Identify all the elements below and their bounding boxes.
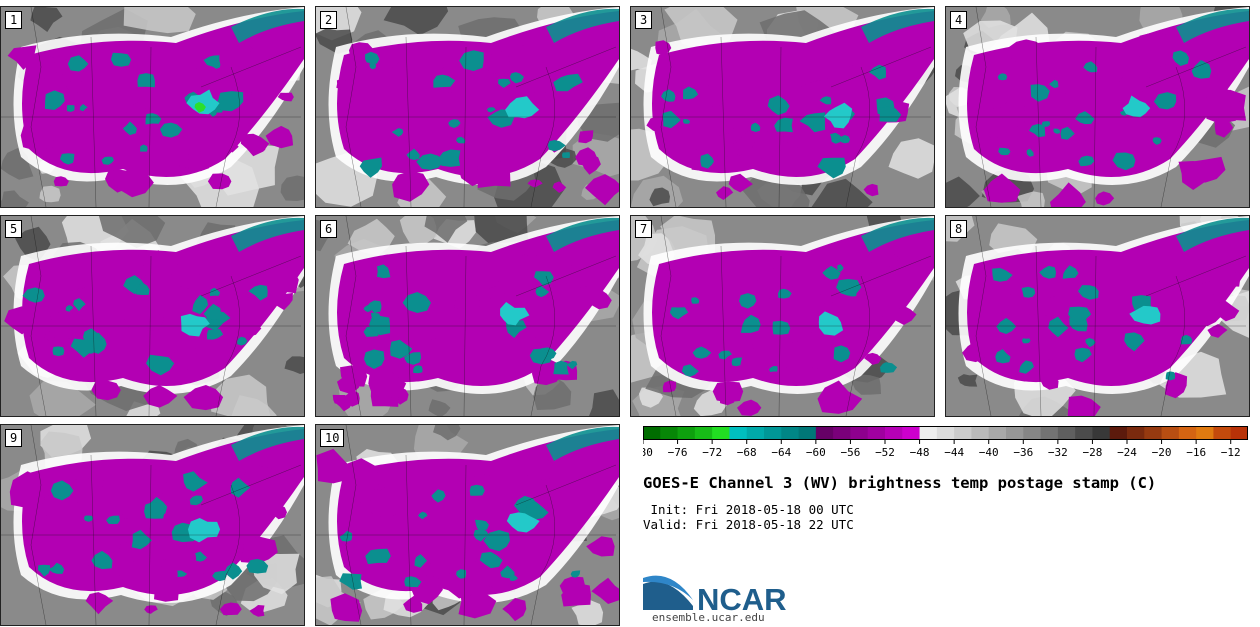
panel-number: 2 bbox=[320, 11, 338, 29]
colorbar-bin bbox=[1023, 426, 1042, 440]
colorbar: −80 −76 −72 −68 −64 −60 −56 −52 −48 −44 −40 −36 −32 −… bbox=[643, 426, 1248, 459]
figure-title: GOES-E Channel 3 (WV) brightness temp po… bbox=[643, 474, 1157, 492]
ensemble-member-panel[interactable]: 3 bbox=[630, 6, 935, 208]
panel-number: 8 bbox=[950, 220, 968, 238]
colorbar-bin bbox=[694, 426, 713, 440]
colorbar-bin bbox=[1040, 426, 1059, 440]
colorbar-tick-label: −20 bbox=[1152, 446, 1172, 459]
colorbar-tick-label: −12 bbox=[1221, 446, 1241, 459]
init-time: Init: Fri 2018-05-18 00 UTC bbox=[643, 502, 854, 517]
moisture-band bbox=[652, 220, 934, 386]
panel-number: 6 bbox=[320, 220, 338, 238]
colorbar-bin bbox=[936, 426, 955, 440]
colorbar-bin bbox=[971, 426, 990, 440]
colorbar-bin bbox=[988, 426, 1007, 440]
colorbar-bin bbox=[902, 426, 921, 440]
colorbar-tick-label: −40 bbox=[979, 446, 999, 459]
colorbar-bin bbox=[885, 426, 903, 440]
colorbar-tick-label: −52 bbox=[875, 446, 895, 459]
colorbar-bin bbox=[660, 426, 679, 440]
colorbar-bin bbox=[1213, 426, 1232, 440]
colorbar-bin bbox=[1127, 426, 1145, 440]
colorbar-bin bbox=[677, 426, 696, 440]
colorbar-bin bbox=[746, 426, 765, 440]
colorbar-bin bbox=[815, 426, 834, 440]
colorbar-tick-label: −32 bbox=[1048, 446, 1068, 459]
colorbar-tick-label: −68 bbox=[737, 446, 757, 459]
colorbar-tick-label: −72 bbox=[702, 446, 722, 459]
colorbar-bin bbox=[1006, 426, 1024, 440]
ensemble-member-panel[interactable]: 9 bbox=[0, 424, 305, 626]
panel-number: 7 bbox=[635, 220, 653, 238]
colorbar-bin bbox=[781, 426, 800, 440]
colorbar-bin bbox=[1178, 426, 1197, 440]
colorbar-bin bbox=[712, 426, 730, 440]
colorbar-bin bbox=[867, 426, 886, 440]
colorbar-tick-label: −28 bbox=[1082, 446, 1102, 459]
panel-number: 5 bbox=[5, 220, 23, 238]
ensemble-member-panel[interactable]: 2 bbox=[315, 6, 620, 208]
colorbar-bin bbox=[954, 426, 972, 440]
colorbar-bin bbox=[1161, 426, 1180, 440]
colorbar-tick-label: −64 bbox=[771, 446, 791, 459]
ensemble-member-panel[interactable]: 7 bbox=[630, 215, 935, 417]
colorbar-tick-label: −24 bbox=[1117, 446, 1137, 459]
moisture-band bbox=[337, 11, 619, 177]
colorbar-bin bbox=[729, 426, 748, 440]
colorbar-bin bbox=[1075, 426, 1093, 440]
ensemble-member-panel[interactable]: 1 bbox=[0, 6, 305, 208]
ensemble-member-panel[interactable]: 6 bbox=[315, 215, 620, 417]
ensemble-member-panel[interactable]: 5 bbox=[0, 215, 305, 417]
colorbar-bin bbox=[764, 426, 782, 440]
colorbar-tick-label: −60 bbox=[806, 446, 826, 459]
colorbar-bin bbox=[1196, 426, 1214, 440]
colorbar-tick-label: −16 bbox=[1186, 446, 1206, 459]
ensemble-member-panel[interactable]: 8 bbox=[945, 215, 1250, 417]
moisture-band bbox=[22, 11, 304, 177]
site-url[interactable]: ensemble.ucar.edu bbox=[652, 611, 765, 624]
colorbar-bin bbox=[833, 426, 851, 440]
colorbar-tick-label: −80 bbox=[643, 446, 653, 459]
colorbar-bin bbox=[798, 426, 817, 440]
valid-time: Valid: Fri 2018-05-18 22 UTC bbox=[643, 517, 854, 532]
panel-number: 4 bbox=[950, 11, 968, 29]
colorbar-bin bbox=[919, 426, 938, 440]
colorbar-bin bbox=[643, 426, 661, 440]
colorbar-tick-label: −76 bbox=[668, 446, 688, 459]
colorbar-tick-label: −48 bbox=[910, 446, 930, 459]
moisture-band bbox=[652, 11, 934, 177]
colorbar-bin bbox=[1144, 426, 1163, 440]
panel-number: 9 bbox=[5, 429, 23, 447]
colorbar-bin bbox=[1109, 426, 1128, 440]
panel-number: 1 bbox=[5, 11, 23, 29]
ensemble-member-panel[interactable]: 10 bbox=[315, 424, 620, 626]
colorbar-tick-label: −44 bbox=[944, 446, 964, 459]
colorbar-bin bbox=[1057, 426, 1076, 440]
ensemble-member-panel[interactable]: 4 bbox=[945, 6, 1250, 208]
colorbar-bin bbox=[1092, 426, 1111, 440]
ncar-swoosh-icon bbox=[643, 581, 693, 610]
colorbar-bin bbox=[1230, 426, 1248, 440]
ncar-logo[interactable]: NCAR bbox=[643, 570, 793, 614]
colorbar-tick-label: −36 bbox=[1013, 446, 1033, 459]
ncar-logo-text: NCAR bbox=[697, 582, 787, 614]
panel-number: 3 bbox=[635, 11, 653, 29]
panel-number: 10 bbox=[320, 429, 345, 447]
colorbar-bin bbox=[850, 426, 869, 440]
colorbar-tick-label: −56 bbox=[840, 446, 860, 459]
